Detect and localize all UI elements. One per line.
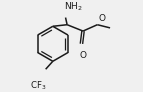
Text: O: O [80, 51, 87, 60]
Text: NH$_2$: NH$_2$ [64, 0, 83, 13]
Text: O: O [98, 14, 105, 23]
Text: CF$_3$: CF$_3$ [30, 80, 47, 92]
